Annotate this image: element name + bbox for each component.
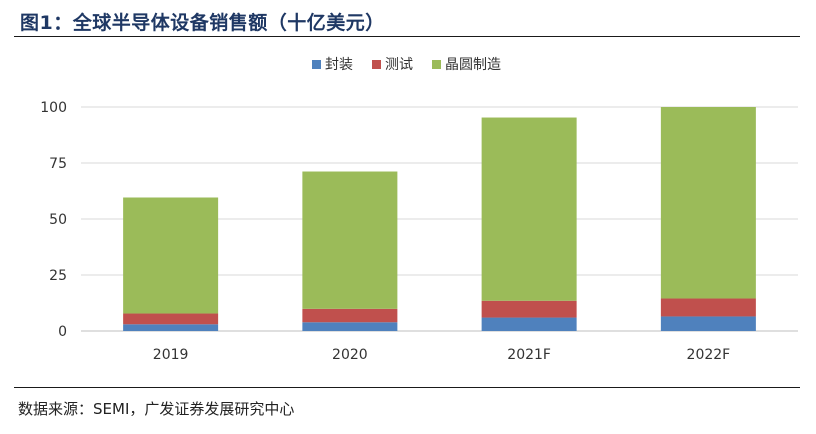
y-tick-label: 75 [49,156,67,172]
bar-stack [660,107,756,331]
legend-swatch [372,60,381,69]
bar-segment [123,197,219,314]
bars [123,107,756,331]
legend: 封装 测试 晶圆制造 [312,57,501,73]
title-bar: 图1：全球半导体设备销售额（十亿美元） [14,2,800,37]
y-axis: 0 25 50 75 100 [40,100,67,340]
legend-swatch [312,60,321,69]
bar-segment [660,316,756,331]
legend-swatch [432,60,441,69]
bar-segment [123,313,219,325]
x-tick-label: 2022F [687,347,731,363]
y-tick-label: 50 [49,212,67,228]
bar-segment [481,117,577,301]
legend-item: 测试 [372,57,413,73]
x-tick-label: 2019 [153,347,189,363]
footer-divider [14,387,800,388]
bar-segment [302,322,398,331]
legend-label: 封装 [325,57,353,73]
y-tick-label: 25 [49,268,67,284]
bar-segment [302,171,398,309]
x-tick-label: 2020 [332,347,368,363]
source-note: 数据来源：SEMI，广发证券发展研究中心 [18,400,295,418]
x-axis: 2019 2020 2021F 2022F [153,347,730,363]
legend-label: 测试 [385,57,413,73]
y-tick-label: 100 [40,100,67,116]
bar-stack [302,171,398,331]
bar-segment [660,298,756,317]
bar-segment [481,300,577,318]
bar-segment [123,324,219,331]
stacked-bar-chart: 封装 测试 晶圆制造 0 25 50 75 100 2019 2020 2021F 2022F [40,57,798,363]
bar-stack [481,117,577,331]
legend-label: 晶圆制造 [445,57,501,73]
x-tick-label: 2021F [507,347,551,363]
bar-segment [660,107,756,299]
chart-title: 图1：全球半导体设备销售额（十亿美元） [20,12,385,34]
y-tick-label: 0 [58,324,67,340]
bar-segment [302,308,398,323]
legend-item: 封装 [312,57,353,73]
bar-stack [123,197,219,331]
bar-segment [481,317,577,331]
legend-item: 晶圆制造 [432,57,501,73]
